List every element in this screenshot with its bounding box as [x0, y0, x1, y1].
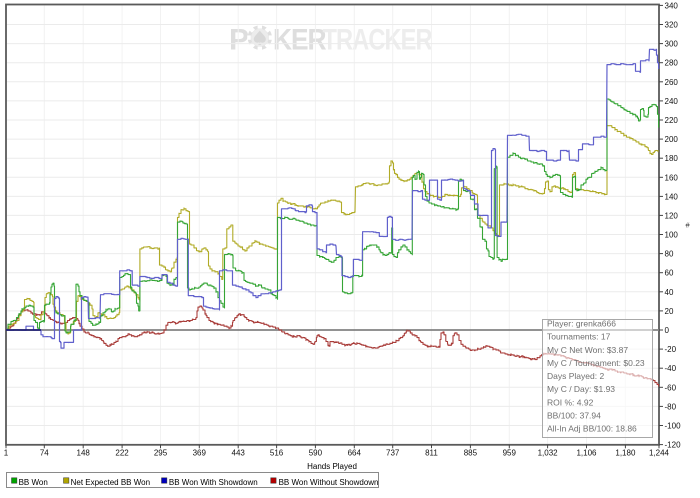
svg-text:BB/100: 37.94: BB/100: 37.94 — [547, 411, 601, 421]
svg-text:180: 180 — [665, 154, 679, 163]
svg-text:TRACKER: TRACKER — [323, 23, 433, 56]
svg-text:Net Expected BB Won: Net Expected BB Won — [71, 478, 150, 487]
svg-text:280: 280 — [665, 59, 679, 68]
svg-text:1,244: 1,244 — [649, 448, 670, 457]
svg-text:60: 60 — [665, 269, 674, 278]
svg-text:Hands Played: Hands Played — [307, 462, 357, 471]
svg-text:-40: -40 — [665, 364, 677, 373]
svg-text:-120: -120 — [665, 441, 682, 450]
svg-text:-100: -100 — [665, 422, 682, 431]
svg-text:Player: grenka666: Player: grenka666 — [547, 319, 616, 329]
svg-text:220: 220 — [665, 116, 679, 125]
svg-text:959: 959 — [503, 448, 517, 457]
svg-text:BB Won With Showdown: BB Won With Showdown — [169, 478, 258, 487]
svg-text:120: 120 — [665, 211, 679, 220]
svg-text:20: 20 — [665, 307, 674, 316]
svg-text:140: 140 — [665, 192, 679, 201]
svg-text:KER: KER — [273, 22, 326, 56]
svg-text:300: 300 — [665, 40, 679, 49]
svg-text:0: 0 — [665, 326, 670, 335]
svg-text:80: 80 — [665, 250, 674, 259]
svg-text:74: 74 — [40, 448, 49, 457]
svg-text:100: 100 — [665, 231, 679, 240]
svg-text:ROI %: 4.92: ROI %: 4.92 — [547, 397, 594, 407]
svg-text:My C / Day: $1.93: My C / Day: $1.93 — [547, 384, 615, 394]
svg-text:BB Won Without Showdown: BB Won Without Showdown — [279, 478, 379, 487]
svg-text:664: 664 — [348, 448, 362, 457]
svg-text:1,106: 1,106 — [576, 448, 597, 457]
svg-text:222: 222 — [115, 448, 129, 457]
svg-text:1,180: 1,180 — [615, 448, 636, 457]
svg-text:P: P — [229, 24, 248, 57]
svg-text:My C Net Won: $3.87: My C Net Won: $3.87 — [547, 345, 628, 355]
svg-text:240: 240 — [665, 97, 679, 106]
svg-text:340: 340 — [665, 1, 679, 10]
svg-text:-80: -80 — [665, 402, 677, 411]
svg-text:Tournaments: 17: Tournaments: 17 — [547, 332, 611, 342]
svg-text:443: 443 — [232, 448, 246, 457]
svg-text:BB Won: BB Won — [19, 478, 48, 487]
svg-text:737: 737 — [386, 448, 400, 457]
svg-text:#: # — [686, 221, 691, 230]
svg-text:295: 295 — [154, 448, 168, 457]
svg-text:-60: -60 — [665, 383, 677, 392]
svg-text:590: 590 — [309, 448, 323, 457]
svg-text:1,032: 1,032 — [538, 448, 559, 457]
svg-text:200: 200 — [665, 135, 679, 144]
svg-text:My C / Tournament: $0.23: My C / Tournament: $0.23 — [547, 358, 645, 368]
svg-text:148: 148 — [77, 448, 91, 457]
svg-text:40: 40 — [665, 288, 674, 297]
svg-text:811: 811 — [425, 448, 438, 457]
svg-text:-20: -20 — [665, 345, 677, 354]
svg-text:160: 160 — [665, 173, 679, 182]
svg-text:260: 260 — [665, 78, 679, 87]
svg-text:Days Played: 2: Days Played: 2 — [547, 371, 604, 381]
svg-text:1: 1 — [4, 448, 9, 457]
svg-text:516: 516 — [270, 448, 284, 457]
svg-text:885: 885 — [464, 448, 478, 457]
svg-text:320: 320 — [665, 21, 679, 30]
svg-text:All-In Adj BB/100: 18.86: All-In Adj BB/100: 18.86 — [547, 424, 637, 434]
svg-text:369: 369 — [193, 448, 207, 457]
